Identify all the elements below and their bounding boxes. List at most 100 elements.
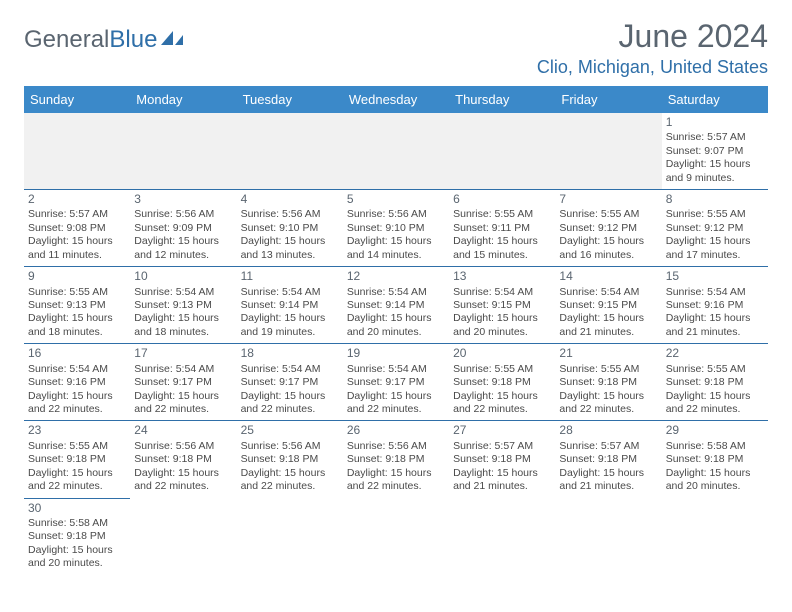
day-detail: and 22 minutes.	[241, 403, 339, 416]
logo: GeneralBlue	[24, 18, 187, 54]
day-detail: Sunset: 9:15 PM	[559, 299, 657, 312]
day-cell: 18Sunrise: 5:54 AMSunset: 9:17 PMDayligh…	[237, 344, 343, 421]
day-detail: Daylight: 15 hours	[241, 312, 339, 325]
day-detail: and 21 minutes.	[666, 326, 764, 339]
day-number: 7	[559, 192, 657, 207]
day-cell: 15Sunrise: 5:54 AMSunset: 9:16 PMDayligh…	[662, 267, 768, 344]
day-detail: Daylight: 15 hours	[28, 467, 126, 480]
day-detail: Sunrise: 5:58 AM	[666, 440, 764, 453]
week-row: 23Sunrise: 5:55 AMSunset: 9:18 PMDayligh…	[24, 421, 768, 498]
day-number: 2	[28, 192, 126, 207]
day-cell: 6Sunrise: 5:55 AMSunset: 9:11 PMDaylight…	[449, 190, 555, 267]
day-number: 28	[559, 423, 657, 438]
day-detail: Sunset: 9:18 PM	[453, 453, 551, 466]
day-detail: and 20 minutes.	[28, 557, 126, 570]
day-detail: and 19 minutes.	[241, 326, 339, 339]
day-detail: Sunset: 9:16 PM	[666, 299, 764, 312]
day-detail: Sunrise: 5:56 AM	[241, 440, 339, 453]
day-cell	[555, 498, 661, 575]
day-cell	[130, 498, 236, 575]
day-number: 24	[134, 423, 232, 438]
day-detail: Daylight: 15 hours	[559, 467, 657, 480]
day-detail: Sunset: 9:13 PM	[134, 299, 232, 312]
day-detail: Sunrise: 5:55 AM	[28, 440, 126, 453]
week-row: 2Sunrise: 5:57 AMSunset: 9:08 PMDaylight…	[24, 190, 768, 267]
day-cell: 1Sunrise: 5:57 AMSunset: 9:07 PMDaylight…	[662, 113, 768, 190]
day-detail: Sunset: 9:15 PM	[453, 299, 551, 312]
day-cell	[237, 498, 343, 575]
day-detail: Sunset: 9:18 PM	[28, 530, 126, 543]
day-detail: and 22 minutes.	[28, 403, 126, 416]
day-detail: Daylight: 15 hours	[666, 235, 764, 248]
day-detail: Sunrise: 5:58 AM	[28, 517, 126, 530]
day-cell: 28Sunrise: 5:57 AMSunset: 9:18 PMDayligh…	[555, 421, 661, 498]
day-number: 8	[666, 192, 764, 207]
logo-text-1: General	[24, 26, 109, 54]
day-detail: and 15 minutes.	[453, 249, 551, 262]
day-detail: Sunset: 9:10 PM	[241, 222, 339, 235]
logo-text-2: Blue	[109, 26, 157, 54]
day-detail: Sunset: 9:18 PM	[453, 376, 551, 389]
day-detail: and 22 minutes.	[347, 403, 445, 416]
day-number: 11	[241, 269, 339, 284]
day-detail: Sunset: 9:17 PM	[134, 376, 232, 389]
day-detail: Sunset: 9:14 PM	[241, 299, 339, 312]
day-detail: Sunrise: 5:56 AM	[134, 440, 232, 453]
day-detail: Sunset: 9:13 PM	[28, 299, 126, 312]
day-cell: 13Sunrise: 5:54 AMSunset: 9:15 PMDayligh…	[449, 267, 555, 344]
day-detail: and 20 minutes.	[666, 480, 764, 493]
day-cell: 10Sunrise: 5:54 AMSunset: 9:13 PMDayligh…	[130, 267, 236, 344]
day-detail: Sunrise: 5:54 AM	[347, 286, 445, 299]
day-detail: Daylight: 15 hours	[347, 312, 445, 325]
day-detail: Daylight: 15 hours	[559, 312, 657, 325]
day-cell: 5Sunrise: 5:56 AMSunset: 9:10 PMDaylight…	[343, 190, 449, 267]
day-detail: Sunrise: 5:55 AM	[453, 363, 551, 376]
day-detail: Sunset: 9:18 PM	[28, 453, 126, 466]
day-cell	[343, 498, 449, 575]
day-detail: Sunrise: 5:54 AM	[559, 286, 657, 299]
day-cell	[237, 113, 343, 190]
day-detail: Daylight: 15 hours	[28, 312, 126, 325]
day-detail: and 22 minutes.	[241, 480, 339, 493]
day-detail: and 9 minutes.	[666, 172, 764, 185]
week-row: 9Sunrise: 5:55 AMSunset: 9:13 PMDaylight…	[24, 267, 768, 344]
day-cell: 25Sunrise: 5:56 AMSunset: 9:18 PMDayligh…	[237, 421, 343, 498]
day-detail: Daylight: 15 hours	[241, 390, 339, 403]
day-number: 29	[666, 423, 764, 438]
day-detail: Daylight: 15 hours	[666, 312, 764, 325]
day-detail: Daylight: 15 hours	[453, 390, 551, 403]
day-detail: Daylight: 15 hours	[347, 467, 445, 480]
day-detail: Daylight: 15 hours	[28, 235, 126, 248]
title-block: June 2024 Clio, Michigan, United States	[537, 18, 768, 78]
day-detail: Sunset: 9:12 PM	[666, 222, 764, 235]
day-detail: Sunset: 9:09 PM	[134, 222, 232, 235]
header: GeneralBlue June 2024 Clio, Michigan, Un…	[24, 18, 768, 78]
day-cell: 17Sunrise: 5:54 AMSunset: 9:17 PMDayligh…	[130, 344, 236, 421]
day-detail: Daylight: 15 hours	[241, 235, 339, 248]
day-header: Thursday	[449, 86, 555, 113]
day-detail: Sunrise: 5:54 AM	[28, 363, 126, 376]
day-detail: Sunset: 9:11 PM	[453, 222, 551, 235]
day-detail: Daylight: 15 hours	[28, 390, 126, 403]
day-detail: Sunrise: 5:55 AM	[666, 208, 764, 221]
day-header-row: Sunday Monday Tuesday Wednesday Thursday…	[24, 86, 768, 113]
day-cell	[343, 113, 449, 190]
day-detail: Sunrise: 5:54 AM	[666, 286, 764, 299]
day-number: 14	[559, 269, 657, 284]
day-detail: and 20 minutes.	[347, 326, 445, 339]
day-cell: 9Sunrise: 5:55 AMSunset: 9:13 PMDaylight…	[24, 267, 130, 344]
day-detail: Daylight: 15 hours	[453, 235, 551, 248]
location: Clio, Michigan, United States	[537, 57, 768, 78]
day-detail: Sunrise: 5:55 AM	[453, 208, 551, 221]
day-detail: Sunset: 9:17 PM	[241, 376, 339, 389]
day-cell: 29Sunrise: 5:58 AMSunset: 9:18 PMDayligh…	[662, 421, 768, 498]
logo-sail-icon	[159, 29, 187, 47]
day-detail: and 22 minutes.	[134, 480, 232, 493]
day-number: 20	[453, 346, 551, 361]
day-detail: Sunrise: 5:54 AM	[453, 286, 551, 299]
day-cell	[662, 498, 768, 575]
day-detail: and 18 minutes.	[134, 326, 232, 339]
day-number: 26	[347, 423, 445, 438]
day-detail: Daylight: 15 hours	[559, 390, 657, 403]
day-cell: 22Sunrise: 5:55 AMSunset: 9:18 PMDayligh…	[662, 344, 768, 421]
